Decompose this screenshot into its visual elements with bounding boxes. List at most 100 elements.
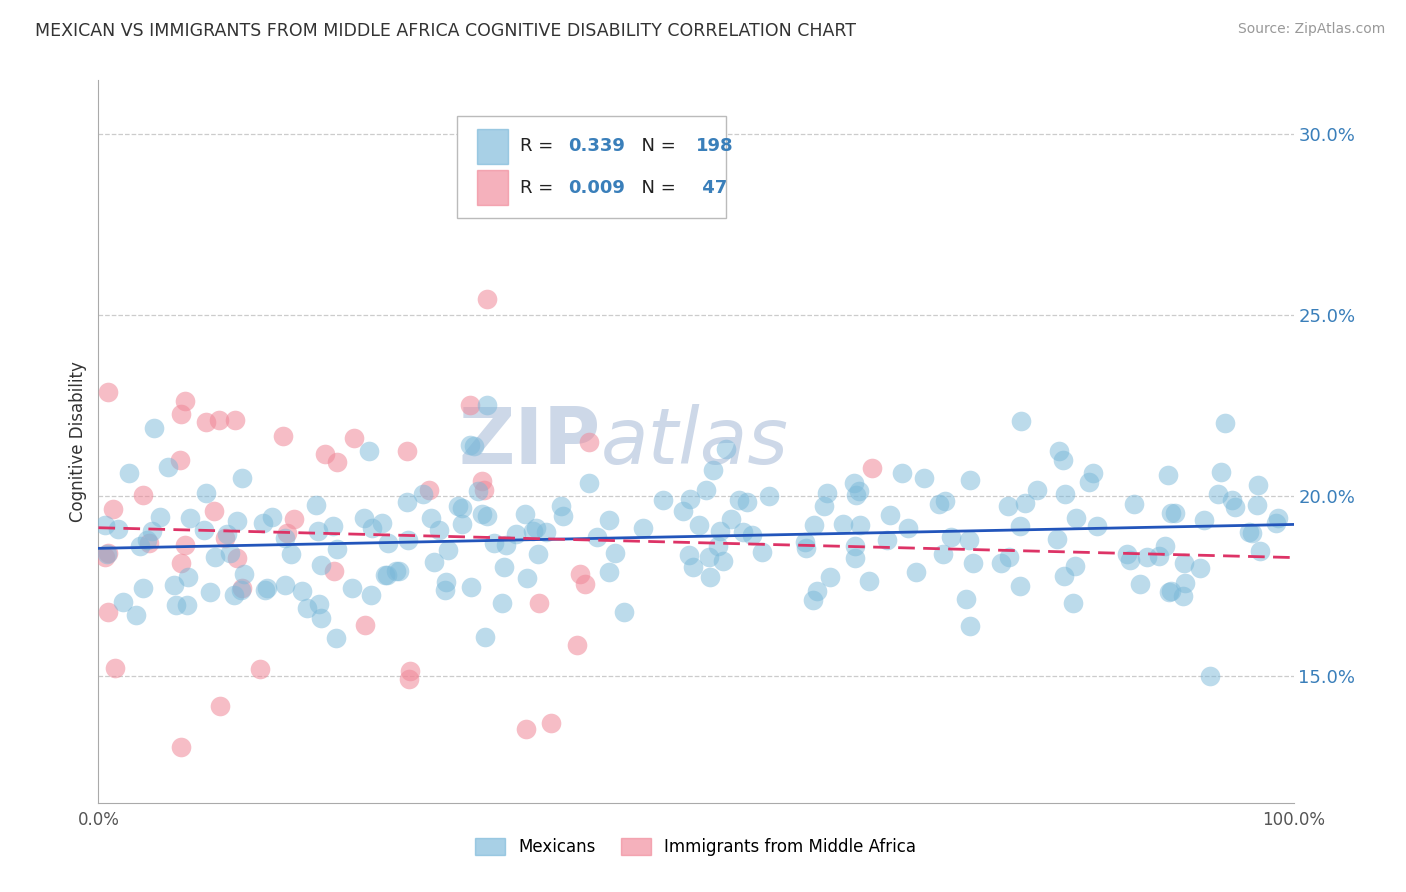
Point bbox=[174, 393, 197, 408]
Point bbox=[1014, 496, 1036, 510]
Point bbox=[377, 536, 399, 550]
Point bbox=[1246, 478, 1268, 492]
Legend: Mexicans, Immigrants from Middle Africa: Mexicans, Immigrants from Middle Africa bbox=[475, 838, 917, 856]
Point bbox=[806, 584, 828, 599]
Point bbox=[513, 507, 536, 521]
Point bbox=[396, 443, 419, 458]
Point bbox=[1025, 483, 1047, 497]
Point bbox=[1267, 510, 1289, 524]
Point bbox=[697, 549, 720, 564]
Point bbox=[475, 292, 498, 306]
Point bbox=[208, 699, 231, 714]
Point bbox=[477, 398, 499, 412]
Point bbox=[1047, 444, 1070, 458]
Point bbox=[959, 619, 981, 633]
Point bbox=[170, 407, 193, 421]
Point bbox=[505, 526, 527, 541]
Point bbox=[97, 605, 120, 619]
Point bbox=[1237, 525, 1260, 540]
Point bbox=[458, 398, 481, 412]
Point bbox=[433, 583, 456, 598]
Point bbox=[395, 495, 418, 509]
Point bbox=[1249, 544, 1271, 558]
Point bbox=[574, 577, 596, 591]
Point bbox=[1053, 569, 1076, 583]
FancyBboxPatch shape bbox=[457, 117, 725, 218]
Point bbox=[233, 566, 256, 581]
Point bbox=[1222, 493, 1244, 508]
Point bbox=[136, 533, 159, 548]
Point bbox=[598, 513, 620, 527]
Point bbox=[529, 596, 551, 610]
Point bbox=[818, 570, 841, 584]
Point bbox=[858, 574, 880, 588]
Point bbox=[522, 524, 544, 538]
Point bbox=[388, 564, 411, 578]
Point bbox=[1010, 413, 1032, 427]
Text: R =: R = bbox=[520, 178, 560, 196]
Point bbox=[176, 570, 198, 584]
Text: R =: R = bbox=[520, 137, 560, 155]
Point bbox=[578, 435, 600, 450]
Point bbox=[471, 474, 494, 488]
Point bbox=[1246, 498, 1268, 512]
Point bbox=[111, 595, 134, 609]
Point bbox=[516, 571, 538, 585]
Point bbox=[997, 550, 1019, 565]
Point bbox=[682, 559, 704, 574]
Point bbox=[222, 588, 245, 602]
Point bbox=[104, 661, 127, 675]
Point bbox=[586, 530, 609, 544]
Point bbox=[1157, 468, 1180, 483]
Point bbox=[436, 543, 458, 558]
Point bbox=[1116, 547, 1139, 561]
Point bbox=[202, 504, 225, 518]
Point bbox=[515, 722, 537, 736]
Point bbox=[928, 497, 950, 511]
Point bbox=[633, 521, 655, 535]
Point bbox=[170, 557, 193, 571]
Point bbox=[844, 539, 866, 553]
Text: Source: ZipAtlas.com: Source: ZipAtlas.com bbox=[1237, 22, 1385, 37]
Text: N =: N = bbox=[630, 137, 682, 155]
Point bbox=[325, 455, 347, 469]
Point bbox=[1147, 549, 1170, 564]
Point bbox=[540, 715, 562, 730]
Point bbox=[271, 428, 294, 442]
Point bbox=[198, 585, 221, 599]
Point bbox=[451, 500, 474, 515]
Point bbox=[231, 581, 253, 595]
Point bbox=[801, 593, 824, 607]
Point bbox=[204, 549, 226, 564]
Point bbox=[308, 597, 330, 611]
Point bbox=[849, 518, 872, 533]
Point bbox=[1122, 497, 1144, 511]
Point bbox=[534, 524, 557, 539]
Point bbox=[399, 664, 422, 678]
Point bbox=[260, 509, 283, 524]
Point bbox=[699, 570, 721, 584]
Point bbox=[226, 551, 249, 566]
Point bbox=[598, 566, 620, 580]
Text: 198: 198 bbox=[696, 137, 734, 155]
Point bbox=[420, 510, 443, 524]
Point bbox=[467, 483, 489, 498]
Point bbox=[524, 521, 547, 535]
Point bbox=[1213, 416, 1236, 430]
Point bbox=[101, 501, 124, 516]
Point bbox=[1077, 475, 1099, 490]
Point bbox=[550, 499, 572, 513]
Point bbox=[208, 413, 231, 427]
Point bbox=[165, 598, 187, 612]
Point bbox=[578, 475, 600, 490]
Point bbox=[231, 582, 253, 597]
Point bbox=[1046, 533, 1069, 547]
Point bbox=[1192, 513, 1215, 527]
Point bbox=[1083, 466, 1105, 480]
Point bbox=[128, 539, 150, 553]
Text: 0.009: 0.009 bbox=[568, 178, 626, 196]
Text: N =: N = bbox=[630, 178, 682, 196]
Point bbox=[423, 555, 446, 569]
Point bbox=[447, 500, 470, 514]
Point bbox=[460, 581, 482, 595]
